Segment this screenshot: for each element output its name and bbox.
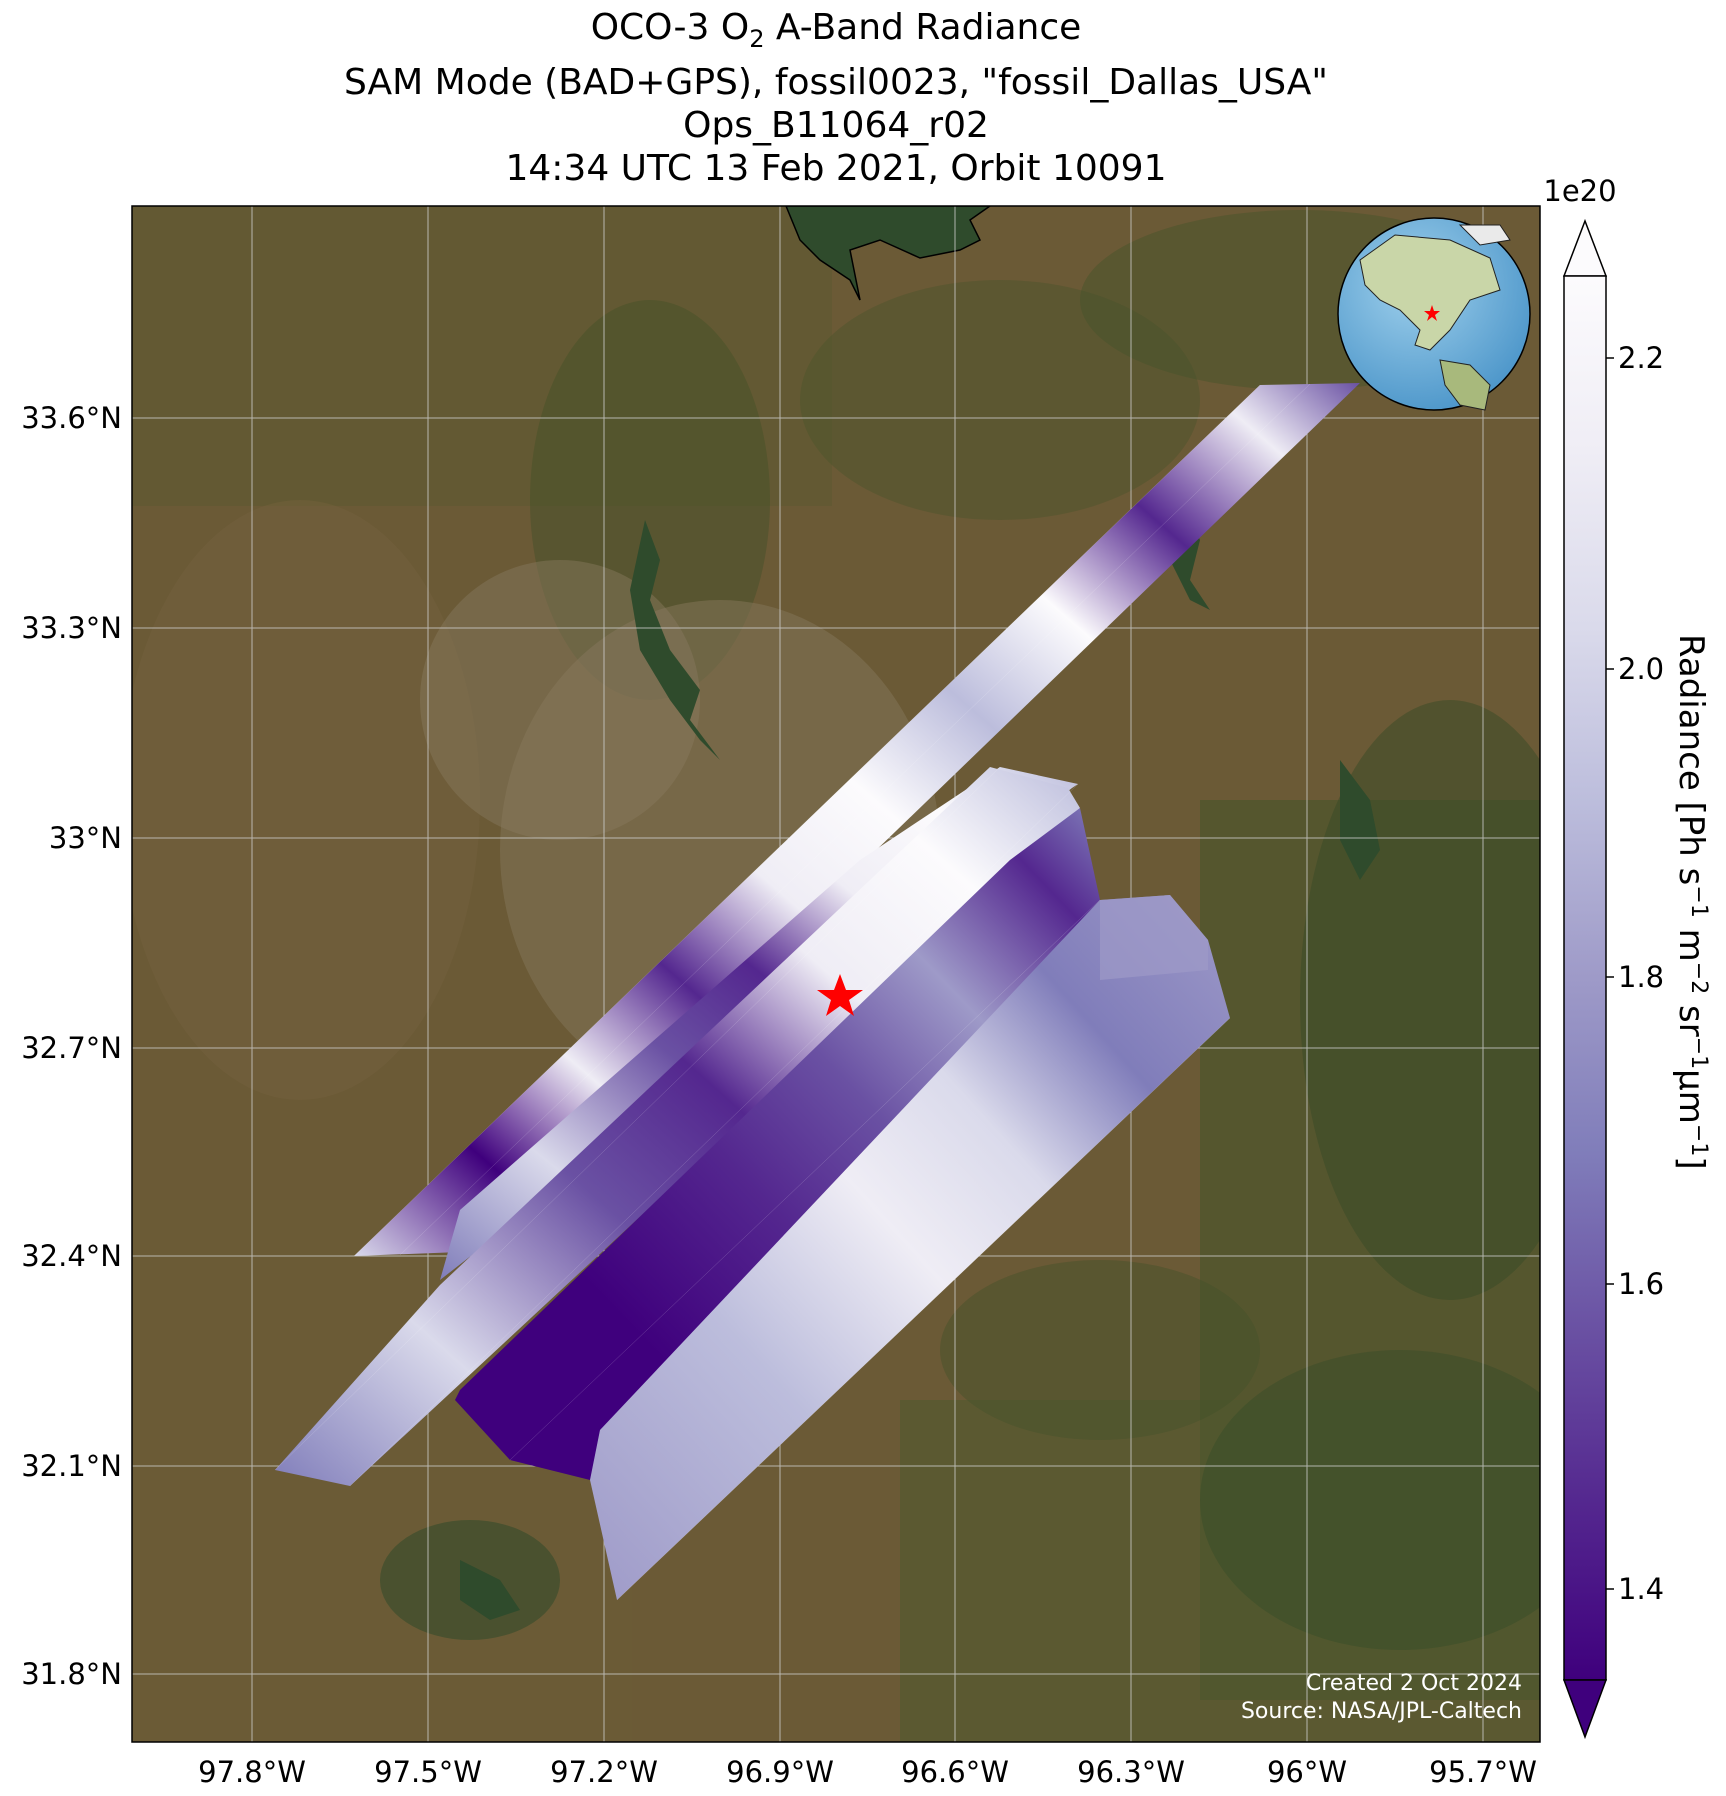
credit-created: Created 2 Oct 2024: [1306, 1671, 1522, 1696]
colorbar-title: Radiance [Ph s−1 m−2 sr−1μm−1]: [1671, 634, 1711, 1170]
colorbar-tick-label: 1.4: [1618, 1572, 1664, 1606]
lon-tick-label: 97.8°W: [198, 1755, 306, 1789]
map-frame: [131, 205, 1541, 1743]
lat-tick-label: 32.7°N: [21, 1031, 122, 1065]
target-star-icon: [817, 974, 863, 1016]
title-line-1: OCO-3 O2 A-Band Radiance: [132, 6, 1540, 61]
lon-tick-label: 97.5°W: [374, 1755, 482, 1789]
title-prefix: OCO-3 O: [590, 7, 750, 48]
lat-tick-label: 32.4°N: [21, 1239, 122, 1273]
lon-tick-label: 96°W: [1267, 1755, 1347, 1789]
swath-northwest: [354, 383, 1360, 1256]
lat-tick-label: 33.3°N: [21, 611, 122, 645]
lon-tick-label: 96.3°W: [1077, 1755, 1185, 1789]
swath-southeast-edge: [1100, 895, 1208, 980]
colorbar: 1e20 2.2 2.0 1.8 1.6 1.4 Radiance [Ph s−…: [1543, 174, 1711, 1740]
colorbar-tick-label: 1.8: [1618, 960, 1664, 994]
title-subscript: 2: [749, 25, 765, 54]
title-line-2: SAM Mode (BAD+GPS), fossil0023, "fossil_…: [344, 62, 1328, 104]
title-line-4: 14:34 UTC 13 Feb 2021, Orbit 10091: [505, 148, 1167, 190]
globe-icon: [1337, 217, 1531, 411]
lat-tick-label: 33.6°N: [21, 401, 122, 435]
basemap-texture: [132, 206, 1540, 1742]
title-line-3: Ops_B11064_r02: [683, 105, 989, 147]
colorbar-extend-top: [1562, 218, 1608, 277]
swath-southwest: [455, 808, 1100, 1480]
colorbar-tick-label: 2.0: [1618, 652, 1664, 686]
colorbar-body: [1563, 275, 1607, 1681]
credit-source: Source: NASA/JPL-Caltech: [1241, 1699, 1522, 1724]
colorbar-exponent: 1e20: [1543, 174, 1616, 208]
title-suffix: A-Band Radiance: [764, 7, 1082, 48]
colorbar-ticks: 2.2 2.0 1.8 1.6 1.4: [1606, 341, 1664, 1606]
lon-tick-label: 96.6°W: [901, 1755, 1009, 1789]
colorbar-extend-bottom: [1562, 1679, 1608, 1740]
lat-tick-label: 32.1°N: [21, 1449, 122, 1483]
radiance-swaths: [274, 383, 1360, 1601]
figure-title: OCO-3 O2 A-Band Radiance SAM Mode (BAD+G…: [132, 6, 1540, 190]
lon-tick-label: 97.2°W: [550, 1755, 658, 1789]
lon-tick-labels: 97.8°W 97.5°W 97.2°W 96.9°W 96.6°W 96.3°…: [198, 1755, 1537, 1789]
lat-tick-label: 33°N: [49, 821, 122, 855]
lat-tick-label: 31.8°N: [21, 1657, 122, 1691]
swath-southeast: [590, 895, 1230, 1600]
colorbar-tick-label: 1.6: [1618, 1267, 1664, 1301]
swath-grid-texture: [274, 383, 1311, 1601]
lon-tick-label: 95.7°W: [1429, 1755, 1537, 1789]
colorbar-tick-label: 2.2: [1618, 341, 1664, 375]
map-area: Created 2 Oct 2024 Source: NASA/JPL-Calt…: [132, 206, 1540, 1742]
basemap-water: [460, 206, 1380, 1620]
lat-tick-labels: 33.6°N 33.3°N 33°N 32.7°N 32.4°N 32.1°N …: [21, 401, 122, 1691]
swath-central: [275, 767, 1080, 1486]
lon-tick-label: 96.9°W: [726, 1755, 834, 1789]
